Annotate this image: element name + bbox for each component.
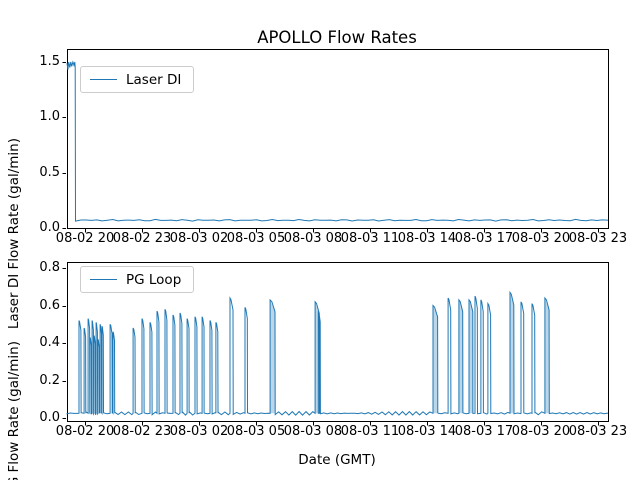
tick-label: 0.0 xyxy=(39,410,60,425)
tick-label: 08-03 20 xyxy=(511,424,571,439)
tick-label: 0.8 xyxy=(39,260,60,275)
tick-label: 08-02 23 xyxy=(112,424,172,439)
pg-loop-wide-spike-fill xyxy=(510,292,514,414)
tick-label: 08-03 11 xyxy=(340,231,400,246)
laser-di-line-sample xyxy=(90,79,117,80)
pg-loop-wide-spike-fill xyxy=(270,299,275,414)
tick-label: 08-03 14 xyxy=(397,424,457,439)
tick-label: 08-03 23 xyxy=(568,424,628,439)
pg-loop-wide-spike-fill xyxy=(469,299,473,414)
tick-label: 08-02 23 xyxy=(112,231,172,246)
tick-label: 08-02 20 xyxy=(55,424,115,439)
x-axis-label: Date (GMT) xyxy=(298,452,376,468)
chart-title: APOLLO Flow Rates xyxy=(257,28,417,47)
legend-pg-loop: PG Loop xyxy=(80,266,194,293)
legend-laser-di: Laser DI xyxy=(80,66,194,93)
tick-label: 08-03 23 xyxy=(568,231,628,246)
tick-label: 08-03 17 xyxy=(454,424,514,439)
tick-label: 08-03 02 xyxy=(169,424,229,439)
tick-label: 0.5 xyxy=(39,164,60,180)
tick-label: 08-03 17 xyxy=(454,231,514,246)
pg-loop-wide-spike-fill xyxy=(433,305,438,414)
tick-label: 1.5 xyxy=(39,53,60,69)
pg-loop-line-sample xyxy=(90,279,117,280)
tick-label: 08-03 05 xyxy=(226,231,286,246)
tick-label: 08-03 08 xyxy=(283,231,343,246)
tick-label: 0.0 xyxy=(39,220,60,235)
tick-label: 0.4 xyxy=(39,335,60,350)
pg-loop-series-line xyxy=(66,290,609,416)
tick-label: 0.6 xyxy=(39,297,60,313)
tick-label: 08-03 20 xyxy=(511,231,571,246)
axis-tick-marks xyxy=(62,62,599,426)
bottom-axes-frame xyxy=(67,262,609,422)
tick-label: 08-03 08 xyxy=(283,424,343,439)
laser-di-series-line xyxy=(66,60,609,222)
tick-label: 1.0 xyxy=(39,109,60,125)
tick-label: 08-02 20 xyxy=(55,231,115,246)
tick-label: 08-03 11 xyxy=(340,424,400,439)
tick-label: 08-03 02 xyxy=(169,231,229,246)
tick-label: 08-03 14 xyxy=(397,231,457,246)
tick-label: 0.2 xyxy=(39,372,60,388)
legend-pg-loop-label: PG Loop xyxy=(126,271,182,288)
legend-laser-di-label: Laser DI xyxy=(126,71,182,88)
top-axes-frame xyxy=(67,49,609,229)
pg-loop-wide-spike-fill xyxy=(458,299,463,414)
pg-loop-wide-spike-fill xyxy=(544,298,550,414)
tick-label: 08-03 05 xyxy=(226,424,286,439)
